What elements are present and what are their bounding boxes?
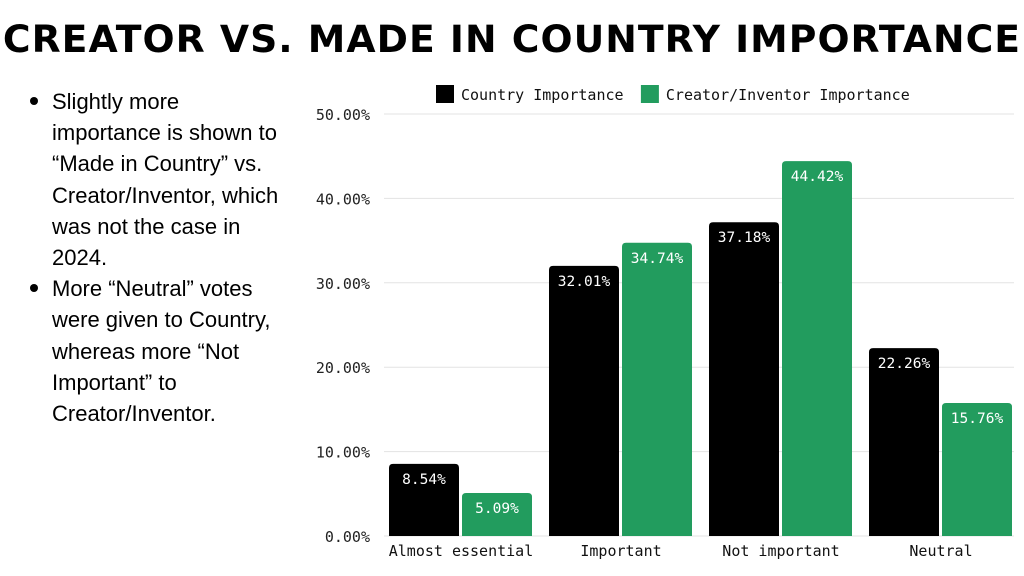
legend-label: Country Importance — [461, 86, 624, 104]
data-label: 37.18% — [718, 230, 771, 246]
legend-swatch — [436, 85, 454, 103]
bar — [942, 402, 1012, 536]
y-tick-label: 20.00% — [316, 359, 370, 377]
legend-label: Creator/Inventor Importance — [666, 86, 910, 104]
data-label: 15.76% — [951, 411, 1004, 427]
bar — [622, 242, 692, 536]
data-label: 8.54% — [402, 472, 446, 488]
bar — [869, 348, 939, 536]
y-tick-label: 40.00% — [316, 190, 370, 208]
y-tick-label: 10.00% — [316, 444, 370, 462]
x-tick-label: Neutral — [909, 542, 972, 560]
y-tick-label: 0.00% — [325, 528, 370, 546]
legend-swatch — [640, 85, 659, 103]
data-label: 44.42% — [791, 169, 844, 185]
page-title: CREATOR VS. MADE IN COUNTRY IMPORTANCE — [2, 18, 1022, 61]
bullet-item: More “Neutral” votes were given to Count… — [22, 273, 282, 429]
bullet-item: Slightly more importance is shown to “Ma… — [22, 86, 282, 273]
x-tick-label: Important — [580, 542, 661, 560]
bar — [549, 265, 619, 536]
data-label: 34.74% — [631, 251, 684, 267]
x-tick-label: Almost essential — [389, 542, 534, 560]
bullet-list: Slightly more importance is shown to “Ma… — [22, 86, 282, 429]
y-tick-label: 30.00% — [316, 275, 370, 293]
bar — [709, 222, 779, 536]
bar — [462, 493, 532, 536]
x-tick-label: Not important — [722, 542, 839, 560]
bar — [389, 463, 459, 536]
data-label: 22.26% — [878, 356, 931, 372]
y-tick-label: 50.00% — [316, 106, 370, 124]
data-label: 32.01% — [558, 274, 611, 290]
bar — [782, 161, 852, 536]
data-label: 5.09% — [475, 501, 519, 517]
